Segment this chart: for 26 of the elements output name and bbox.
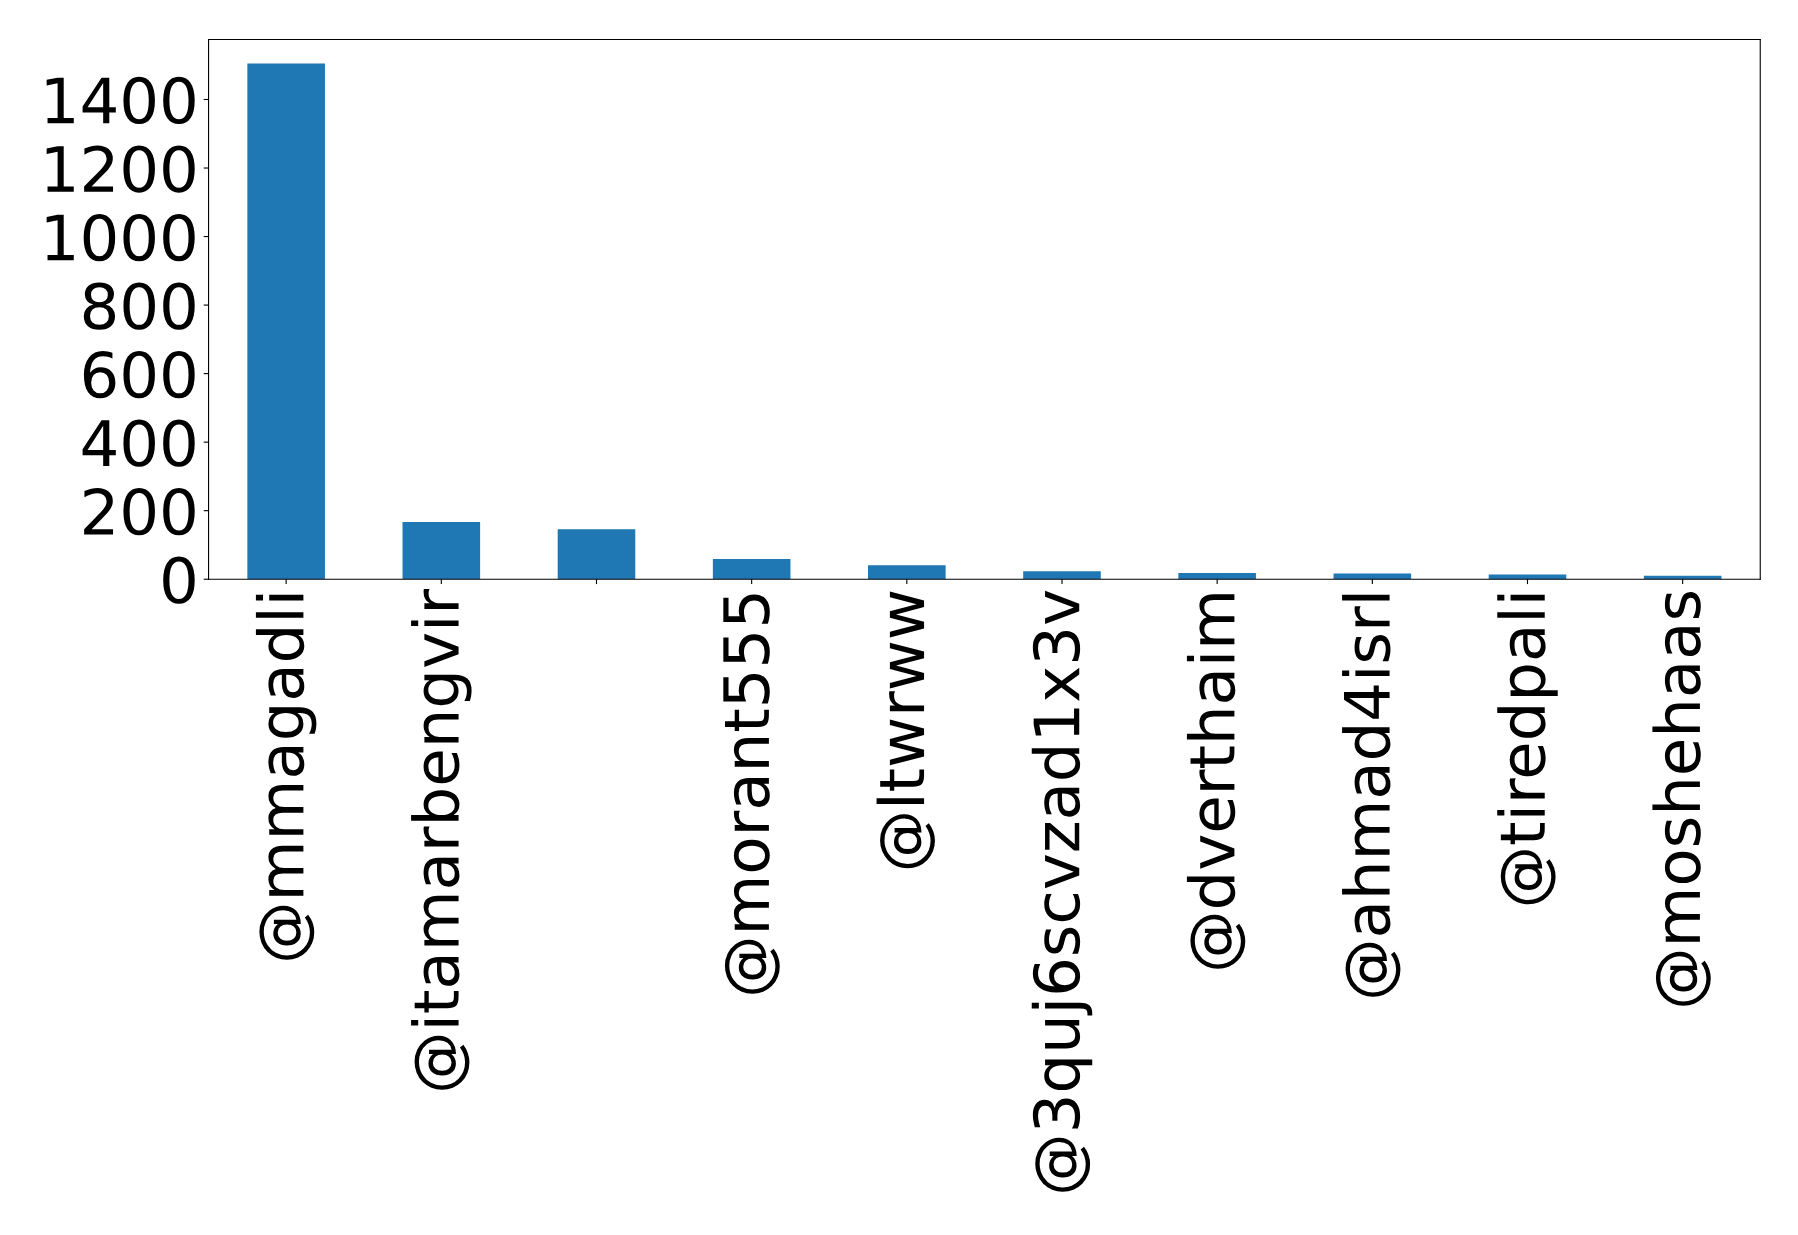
y-tick-label: 200 — [84, 488, 195, 536]
y-tick-label: 800 — [83, 282, 195, 330]
x-tick-label: @moshehaas — [1652, 591, 1711, 1006]
bar — [712, 559, 791, 580]
y-tick-label: 600 — [83, 350, 195, 399]
x-tick-label: @3quj6scvzad1x3v — [1031, 590, 1093, 1192]
x-tick-label: @ltwrww — [876, 591, 935, 869]
y-tick-label: 1200 — [46, 145, 195, 193]
x-tick-label: @morant555 — [723, 594, 780, 994]
bar — [247, 63, 325, 580]
bar — [1023, 571, 1101, 580]
y-tick-label: 0 — [163, 556, 195, 604]
y-tick-label: 1000 — [46, 213, 195, 262]
bar — [1178, 573, 1256, 580]
x-tick-label: @itamarbengvir — [411, 588, 472, 1090]
x-tick-label: @mmagadli — [255, 594, 317, 960]
bar — [1488, 574, 1567, 580]
bar — [868, 565, 946, 580]
y-tick-label: 400 — [82, 419, 195, 467]
x-tick-label: @tiredpali — [1497, 594, 1558, 905]
y-tick-label: 1400 — [46, 76, 195, 125]
bar — [1333, 573, 1412, 580]
bar — [557, 529, 636, 580]
x-tick-label: @ahmad4isrl — [1342, 594, 1401, 997]
x-tick-label: @dverthaim — [1186, 594, 1246, 969]
bar — [402, 521, 481, 580]
